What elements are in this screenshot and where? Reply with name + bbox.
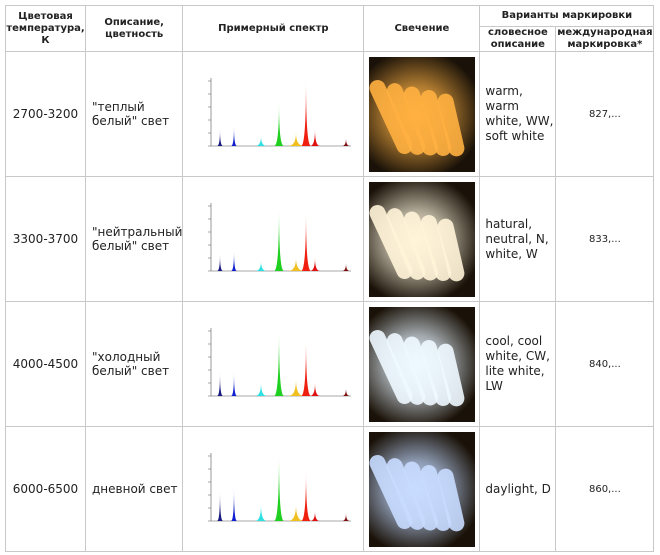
verbal-cell: cool, cool white, CW, lite white, LW — [479, 301, 557, 427]
spectrum-peak — [255, 504, 268, 521]
spectrum-peak — [274, 329, 285, 396]
spectrum-peak — [217, 490, 224, 521]
glow-cell — [363, 176, 481, 302]
bulb-photo — [368, 306, 475, 422]
color-temperature-table: Цветовая температура, К Описание, цветно… — [5, 5, 655, 552]
spectrum-peak — [301, 211, 312, 271]
spectrum-chart — [208, 327, 352, 396]
spectrum-peak — [217, 372, 224, 396]
spectrum-chart — [208, 202, 352, 271]
table-row: 6000-6500 дневной свет daylight, D 860,.… — [5, 426, 655, 552]
desc-cell: дневной свет — [84, 426, 184, 552]
header-marking: Варианты маркировки — [479, 5, 655, 27]
header-desc: Описание, цветность — [84, 5, 184, 52]
spectrum-peak — [342, 512, 351, 521]
spectrum-cell — [182, 301, 365, 427]
spectrum-peak — [301, 339, 312, 396]
intl-cell: 860,... — [555, 426, 655, 552]
spectrum-peak — [342, 262, 351, 271]
bulb-photo — [368, 431, 475, 547]
spectrum-peak — [231, 125, 238, 146]
intl-cell: 840,... — [555, 301, 655, 427]
spectrum-peak — [342, 387, 351, 396]
spectrum-peak — [217, 254, 224, 271]
spectrum-peak — [310, 510, 321, 521]
table-row: 2700-3200 "теплый белый" свет warm, warm… — [5, 51, 655, 177]
intl-cell: 833,... — [555, 176, 655, 302]
glow-cell — [363, 426, 481, 552]
spectrum-chart — [208, 452, 352, 521]
header-temp: Цветовая температура, К — [5, 5, 86, 52]
spectrum-peak — [310, 257, 321, 271]
spectrum-peak — [301, 79, 312, 146]
temp-cell: 4000-4500 — [5, 301, 86, 427]
spectrum-peak — [288, 132, 305, 146]
header-glow: Свечение — [363, 5, 481, 52]
header-spectrum: Примерный спектр — [182, 5, 365, 52]
spectrum-peak — [288, 379, 305, 396]
spectrum-cell — [182, 426, 365, 552]
spectrum-cell — [182, 176, 365, 302]
temp-cell: 3300-3700 — [5, 176, 86, 302]
spectrum-peak — [255, 382, 268, 396]
desc-cell: "холодный белый" свет — [84, 301, 184, 427]
temp-cell: 2700-3200 — [5, 51, 86, 177]
spectrum-peak — [217, 129, 224, 146]
temp-cell: 6000-6500 — [5, 426, 86, 552]
spectrum-peak — [310, 129, 321, 146]
spectrum-peak — [255, 260, 268, 271]
spectrum-cell — [182, 51, 365, 177]
spectrum-peak — [274, 102, 285, 146]
spectrum-peak — [301, 471, 312, 521]
verbal-cell: daylight, D — [479, 426, 557, 552]
glow-cell — [363, 51, 481, 177]
spectrum-peak — [288, 257, 305, 271]
glow-cell — [363, 301, 481, 427]
spectrum-peak — [231, 250, 238, 271]
spectrum-peak — [310, 382, 321, 396]
bulb-photo — [368, 56, 475, 172]
desc-cell: "теплый белый" свет — [84, 51, 184, 177]
verbal-cell: warm, warm white, WW, soft white — [479, 51, 557, 177]
bulb-photo — [368, 181, 475, 297]
verbal-cell: hatural, neutral, N, white, W — [479, 176, 557, 302]
spectrum-peak — [231, 487, 238, 521]
desc-cell: "нейтральный белый" свет — [84, 176, 184, 302]
spectrum-peak — [231, 372, 238, 396]
intl-cell: 827,... — [555, 51, 655, 177]
table-row: 4000-4500 "холодный белый" свет cool, co… — [5, 301, 655, 427]
spectrum-peak — [274, 454, 285, 521]
header-intl: международная маркировка* — [555, 26, 655, 52]
header-verbal: словесное описание — [479, 26, 557, 52]
table-row: 3300-3700 "нейтральный белый" свет hatur… — [5, 176, 655, 302]
spectrum-peak — [342, 137, 351, 146]
spectrum-peak — [255, 135, 268, 146]
spectrum-peak — [288, 504, 305, 521]
spectrum-chart — [208, 77, 352, 146]
spectrum-peak — [274, 207, 285, 271]
